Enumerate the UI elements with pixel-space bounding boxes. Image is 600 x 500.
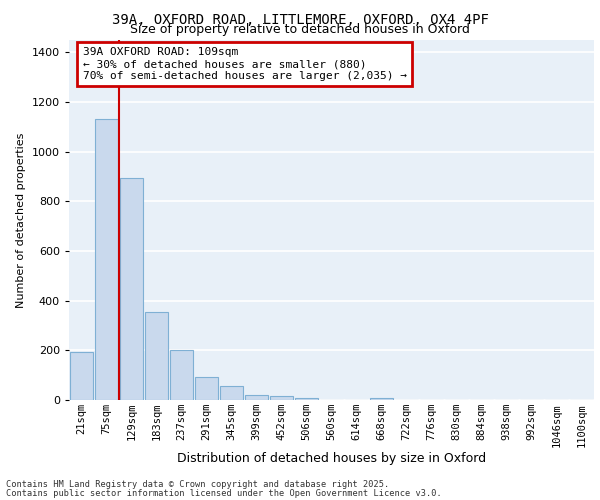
X-axis label: Distribution of detached houses by size in Oxford: Distribution of detached houses by size … xyxy=(177,452,486,465)
Bar xyxy=(194,377,218,400)
Bar xyxy=(70,352,94,400)
Bar xyxy=(95,120,118,400)
Bar xyxy=(370,398,394,400)
Text: Contains HM Land Registry data © Crown copyright and database right 2025.: Contains HM Land Registry data © Crown c… xyxy=(6,480,389,489)
Bar xyxy=(269,396,293,400)
Bar xyxy=(119,178,143,400)
Text: Size of property relative to detached houses in Oxford: Size of property relative to detached ho… xyxy=(130,22,470,36)
Text: 39A OXFORD ROAD: 109sqm
← 30% of detached houses are smaller (880)
70% of semi-d: 39A OXFORD ROAD: 109sqm ← 30% of detache… xyxy=(83,48,407,80)
Bar xyxy=(220,386,244,400)
Bar xyxy=(245,394,268,400)
Text: 39A, OXFORD ROAD, LITTLEMORE, OXFORD, OX4 4PF: 39A, OXFORD ROAD, LITTLEMORE, OXFORD, OX… xyxy=(112,12,488,26)
Bar xyxy=(145,312,169,400)
Text: Contains public sector information licensed under the Open Government Licence v3: Contains public sector information licen… xyxy=(6,489,442,498)
Y-axis label: Number of detached properties: Number of detached properties xyxy=(16,132,26,308)
Bar xyxy=(295,398,319,400)
Bar xyxy=(170,350,193,400)
